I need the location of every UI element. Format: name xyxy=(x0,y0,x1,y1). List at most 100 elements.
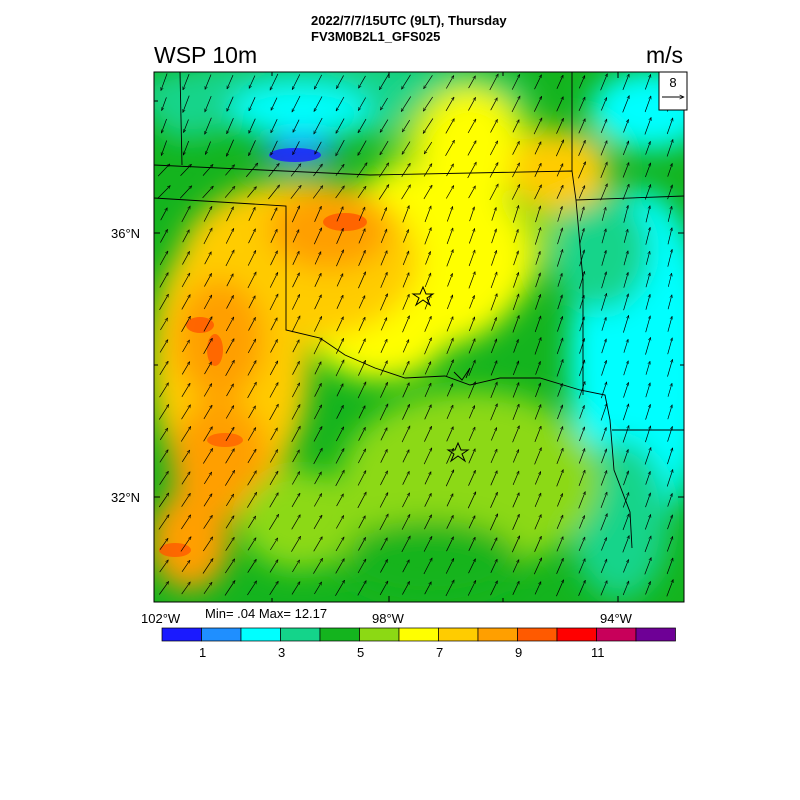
wind-arrow xyxy=(161,73,168,91)
wind-arrow xyxy=(667,295,672,310)
wind-arrow xyxy=(379,74,389,89)
wind-arrow xyxy=(645,316,651,333)
wind-arrow xyxy=(357,186,366,198)
wind-arrow xyxy=(601,250,606,266)
wind-arrow xyxy=(644,75,650,90)
wind-arrow xyxy=(335,516,345,529)
axis-ticks xyxy=(153,72,684,602)
wind-arrow xyxy=(467,119,477,134)
wind-arrow xyxy=(424,426,432,442)
wind-arrow xyxy=(225,360,235,376)
wind-arrow xyxy=(467,580,477,596)
wind-arrow xyxy=(667,206,672,222)
title-line-2: FV3M0B2L1_GFS025 xyxy=(311,29,441,44)
wind-arrow xyxy=(623,205,628,223)
colorbar-swatch xyxy=(517,627,558,642)
wind-arrow xyxy=(270,119,278,133)
wind-arrow xyxy=(468,186,476,199)
wind-arrow xyxy=(557,405,562,420)
wind-arrow xyxy=(490,428,496,441)
wind-arrow xyxy=(467,141,477,156)
wind-arrow xyxy=(313,427,323,442)
wind-arrow xyxy=(313,338,323,355)
wind-arrow xyxy=(291,582,300,595)
wind-arrow xyxy=(446,537,454,552)
wind-arrow xyxy=(269,294,279,311)
wind-arrow xyxy=(666,558,673,575)
wind-arrow xyxy=(600,382,606,399)
wind-arrow xyxy=(533,96,543,112)
wind-arrow xyxy=(291,493,301,508)
wind-arrow xyxy=(445,186,455,199)
wind-arrow xyxy=(424,405,432,420)
wind-arrow xyxy=(600,404,607,421)
wind-arrow xyxy=(314,582,321,595)
wind-arrow xyxy=(468,360,475,377)
wind-arrow xyxy=(313,228,323,245)
wind-arrow xyxy=(358,537,366,551)
wind-arrow xyxy=(180,537,191,552)
wind-arrow xyxy=(269,560,278,573)
map-frame xyxy=(153,71,685,603)
wind-arrow xyxy=(401,163,411,177)
wind-arrow xyxy=(226,118,234,134)
wind-arrow xyxy=(226,295,234,309)
wind-arrow xyxy=(402,273,409,288)
wind-arrow xyxy=(224,186,235,198)
wind-arrow xyxy=(578,449,585,464)
wind-arrow xyxy=(248,207,256,221)
wind-arrow xyxy=(423,448,433,465)
wind-arrow xyxy=(556,537,564,552)
wind-arrow xyxy=(513,229,518,243)
wind-arrow xyxy=(644,118,651,135)
wind-arrow xyxy=(666,537,672,552)
wind-arrow xyxy=(556,515,564,530)
wind-arrow xyxy=(312,186,323,199)
wind-arrow xyxy=(358,75,366,88)
wind-arrow xyxy=(380,119,389,133)
state-borders xyxy=(154,72,684,549)
colorbar-label: 3 xyxy=(278,645,286,660)
wind-arrow xyxy=(423,536,433,552)
wind-arrow xyxy=(402,294,410,310)
variable-label: WSP 10m xyxy=(154,42,258,68)
colorbar-swatch xyxy=(398,627,439,642)
wind-arrow xyxy=(468,559,476,574)
wind-arrow xyxy=(269,361,279,376)
wind-arrow xyxy=(490,404,498,421)
wind-arrow xyxy=(313,117,323,134)
wind-arrow xyxy=(247,272,257,289)
wind-arrow xyxy=(424,228,431,245)
wind-arrow xyxy=(490,581,498,596)
wind-arrow xyxy=(181,515,190,530)
wind-arrow xyxy=(203,384,212,397)
wind-arrow xyxy=(380,361,388,376)
wind-arrow xyxy=(225,339,235,354)
wind-arrow xyxy=(269,383,279,398)
wind-arrow xyxy=(357,559,367,574)
wind-arrow xyxy=(424,362,432,375)
wind-arrow xyxy=(556,558,564,574)
wind-arrow xyxy=(181,316,191,332)
wind-arrow xyxy=(534,515,542,530)
wind-arrow xyxy=(270,538,277,551)
wind-arrow xyxy=(184,119,189,133)
wind-arrow xyxy=(203,228,213,245)
wind-arrow xyxy=(666,140,673,157)
wind-arrow xyxy=(622,96,630,113)
wind-arrow xyxy=(401,536,411,553)
wind-arrow xyxy=(534,227,540,245)
wind-arrow xyxy=(380,382,388,398)
wind-arrow xyxy=(181,560,190,572)
wind-arrow xyxy=(423,185,432,200)
wind-arrow xyxy=(579,250,585,267)
wind-arrow xyxy=(335,118,345,134)
wind-arrow xyxy=(468,76,476,89)
wind-arrow xyxy=(535,273,541,288)
wind-arrow xyxy=(578,119,586,134)
wind-arrow xyxy=(557,206,563,222)
wind-arrow xyxy=(490,119,498,133)
wind-arrow xyxy=(203,338,213,354)
wind-arrow xyxy=(402,316,410,333)
wind-arrow xyxy=(402,361,410,375)
